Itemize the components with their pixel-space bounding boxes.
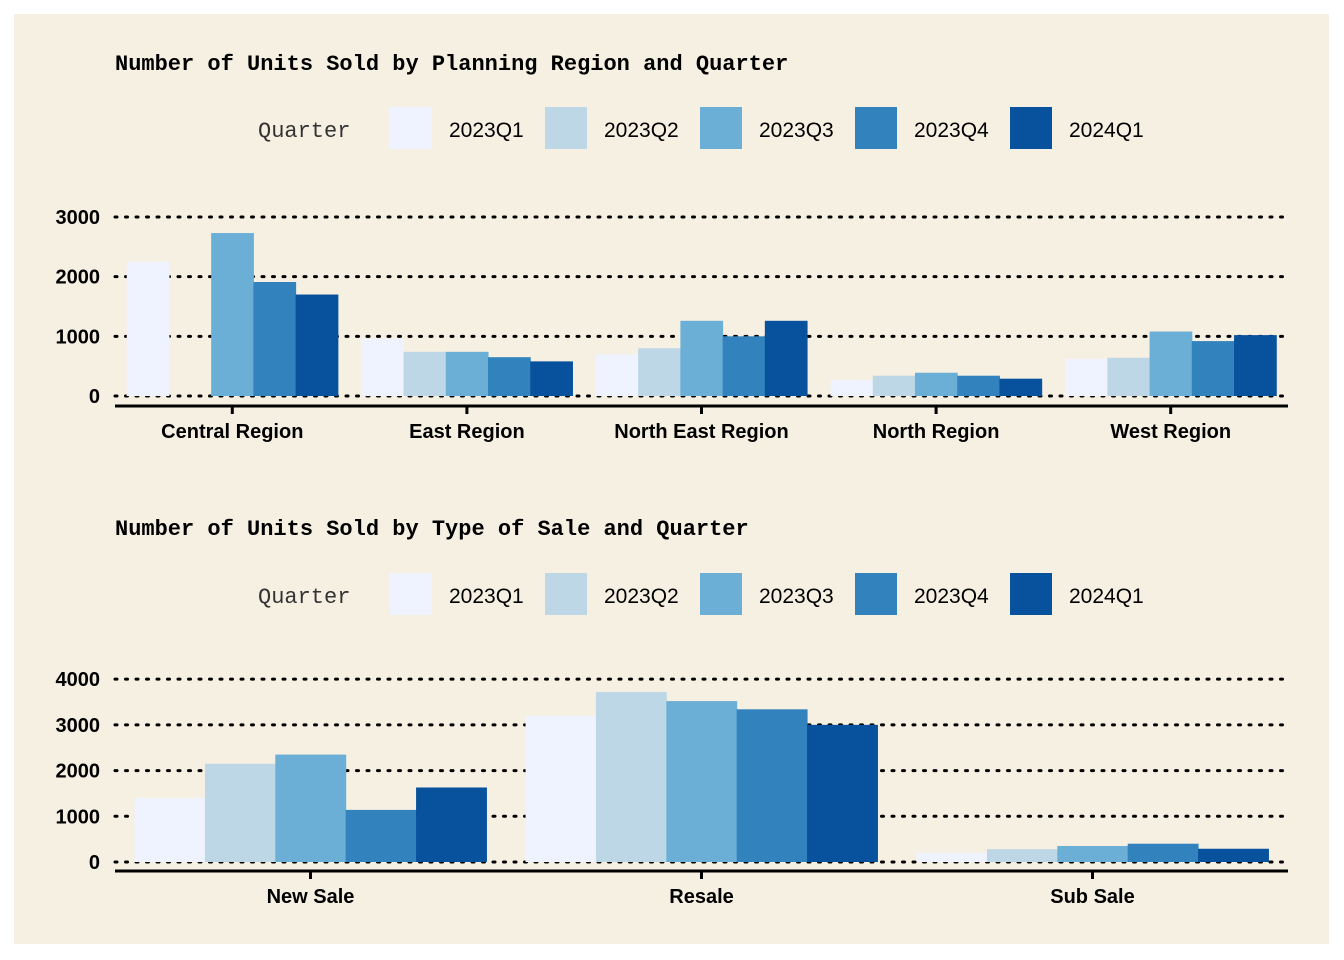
legend-swatch [855,107,897,149]
bar-2023q4-west-region [1191,341,1235,396]
bar-2024q1-central-region [295,294,339,396]
bar-2024q1-resale [807,724,878,862]
legend-label: 2023Q4 [914,119,989,142]
legend-title: Quarter [258,119,350,144]
bar-2024q1-north-region [999,378,1043,396]
bar-2023q1-north-region [830,379,874,396]
bar-2024q1-sub-sale [1198,848,1269,862]
bar-2023q1-resale [525,715,597,862]
legend-label: 2024Q1 [1069,585,1144,608]
bar-2023q3-central-region [211,233,254,396]
legend-swatch [855,573,897,615]
bar-2023q4-north-east-region [722,336,766,396]
bar-2023q3-north-region [914,372,958,396]
x-tick-label: New Sale [267,886,355,908]
legend-swatch [700,573,742,615]
y-tick-label: 0 [89,852,100,874]
legend-label: 2023Q2 [604,585,679,608]
x-tick-label: Sub Sale [1050,886,1134,908]
bar-2023q1-sub-sale [916,852,988,862]
bar-2023q2-north-east-region [638,348,681,396]
bar-2023q4-new-sale [345,809,417,862]
y-tick-label: 3000 [56,207,101,229]
bar-2023q2-east-region [403,351,447,396]
bar-2024q1-west-region [1234,335,1277,396]
chart-1: Number of Units Sold by Planning Region … [56,52,1290,443]
legend-label: 2023Q3 [759,119,834,142]
chart-2: Number of Units Sold by Type of Sale and… [56,517,1290,908]
y-tick-label: 0 [89,386,100,408]
legend-swatch [545,107,587,149]
bar-2023q2-north-region [872,375,916,396]
bar-2023q2-west-region [1107,357,1151,396]
y-tick-label: 2000 [56,761,101,783]
bar-2023q4-north-region [957,375,1000,396]
legend-swatch [390,107,432,149]
bar-2023q4-east-region [488,357,531,396]
legend: Quarter 2023Q1 2023Q2 2023Q3 2023Q4 2024Q1 [258,107,1144,149]
bar-2023q1-east-region [361,338,405,396]
bar-2023q3-west-region [1149,331,1193,396]
bar-2023q4-central-region [253,281,297,396]
y-tick-label: 4000 [56,669,101,691]
chart-title: Number of Units Sold by Type of Sale and… [115,517,749,542]
legend-label: 2023Q4 [914,585,989,608]
x-tick-label: Resale [669,886,734,908]
legend-label: 2023Q1 [449,119,524,142]
bar-2024q1-east-region [530,361,573,396]
bar-2024q1-new-sale [416,787,487,862]
x-tick-label: North East Region [614,421,788,443]
bar-2023q2-new-sale [204,763,276,862]
bar-2023q1-new-sale [134,798,206,862]
bar-2023q4-resale [736,709,808,862]
bar-2023q1-west-region [1065,358,1108,396]
legend-swatch [1010,107,1052,149]
legend-label: 2023Q1 [449,585,524,608]
bar-2023q3-east-region [445,351,489,396]
bar-2023q3-sub-sale [1057,846,1129,862]
x-tick-label: West Region [1110,421,1231,443]
x-tick-label: Central Region [161,421,303,443]
legend-label: 2023Q3 [759,585,834,608]
legend-swatch [1010,573,1052,615]
legend-label: 2024Q1 [1069,119,1144,142]
x-tick-label: East Region [409,421,525,443]
y-tick-label: 1000 [56,806,101,828]
legend: Quarter 2023Q1 2023Q2 2023Q3 2023Q4 2024Q1 [258,573,1144,615]
bar-2023q2-resale [595,691,667,862]
y-tick-label: 2000 [56,267,101,289]
legend-swatch [545,573,587,615]
bar-2023q3-north-east-region [680,320,724,396]
y-tick-label: 1000 [56,326,101,348]
bar-2023q3-resale [666,701,738,862]
y-tick-label: 3000 [56,715,101,737]
legend-swatch [700,107,742,149]
chart-title: Number of Units Sold by Planning Region … [115,52,788,77]
bar-2023q3-new-sale [275,754,347,862]
x-tick-label: North Region [873,421,1000,443]
bar-2023q4-sub-sale [1127,843,1199,862]
bar-2023q1-north-east-region [595,354,639,396]
legend-title: Quarter [258,585,350,610]
bar-2023q2-sub-sale [986,849,1058,862]
bar-2024q1-north-east-region [764,320,808,396]
bar-2023q1-central-region [126,261,170,396]
legend-label: 2023Q2 [604,119,679,142]
legend-swatch [390,573,432,615]
